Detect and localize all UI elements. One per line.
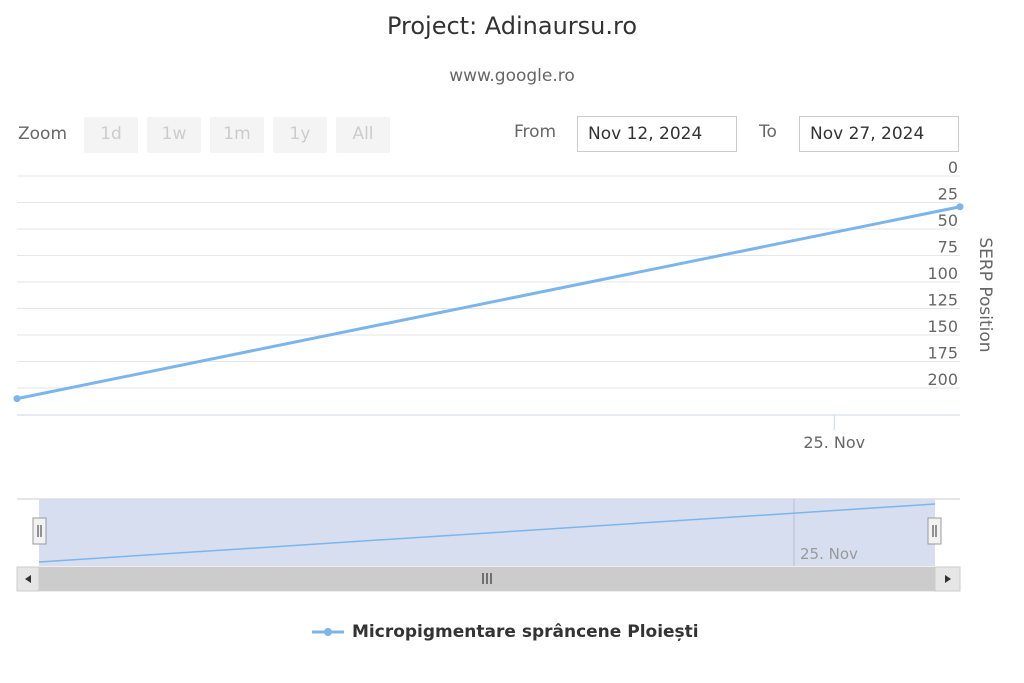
zoom-button-all[interactable]: All (336, 117, 390, 153)
navigator-series-line (38, 503, 936, 563)
zoom-button-1w[interactable]: 1w (147, 117, 201, 153)
zoom-button-1y[interactable]: 1y (273, 117, 327, 153)
navigator[interactable]: 25. Nov (17, 498, 960, 566)
y-tick-label: 200 (927, 370, 958, 389)
chart-title: Project: Adinaursu.ro (386, 12, 638, 40)
y-tick-label: 175 (927, 344, 958, 363)
y-tick-label: 100 (927, 264, 958, 283)
navigator-tick-label: 25. Nov (800, 545, 858, 563)
zoom-label: Zoom (18, 124, 68, 144)
x-tick-label: 25. Nov (803, 433, 865, 452)
x-axis-ticks: 25. Nov (803, 415, 865, 452)
series-line[interactable] (16, 205, 961, 401)
to-date-input[interactable]: Nov 27, 2024 (799, 116, 959, 152)
zoom-button-1d[interactable]: 1d (84, 117, 138, 153)
to-label: To (759, 122, 777, 142)
navigator-handle-right[interactable] (927, 517, 942, 545)
y-tick-label: 75 (938, 238, 958, 257)
scrollbar[interactable] (16, 566, 961, 592)
legend-line-icon (312, 628, 344, 636)
grid-lines (17, 175, 960, 389)
from-label: From (514, 122, 557, 142)
y-tick-label: 50 (938, 211, 958, 230)
zoom-button-1m[interactable]: 1m (210, 117, 264, 153)
y-axis-title: SERP Position (975, 237, 995, 352)
chart-subtitle: www.google.ro (449, 66, 575, 86)
from-date-input[interactable]: Nov 12, 2024 (577, 116, 737, 152)
legend-item[interactable]: Micropigmentare sprâncene Ploiești (312, 620, 699, 644)
scrollbar-grip-icon (482, 573, 492, 584)
arrow-left-icon (25, 575, 31, 583)
y-tick-label: 0 (948, 158, 958, 177)
data-point[interactable] (13, 395, 21, 403)
series-layer (13, 203, 964, 403)
data-point[interactable] (956, 203, 964, 211)
arrow-right-icon (945, 575, 951, 583)
y-tick-label: 150 (927, 317, 958, 336)
legend-label: Micropigmentare sprâncene Ploiești (352, 622, 699, 642)
y-tick-label: 25 (938, 185, 958, 204)
navigator-handle-left[interactable] (32, 517, 47, 545)
y-tick-label: 125 (927, 291, 958, 310)
y-axis-ticks: 0 25 50 75 100 125 150 175 200 (927, 158, 958, 389)
